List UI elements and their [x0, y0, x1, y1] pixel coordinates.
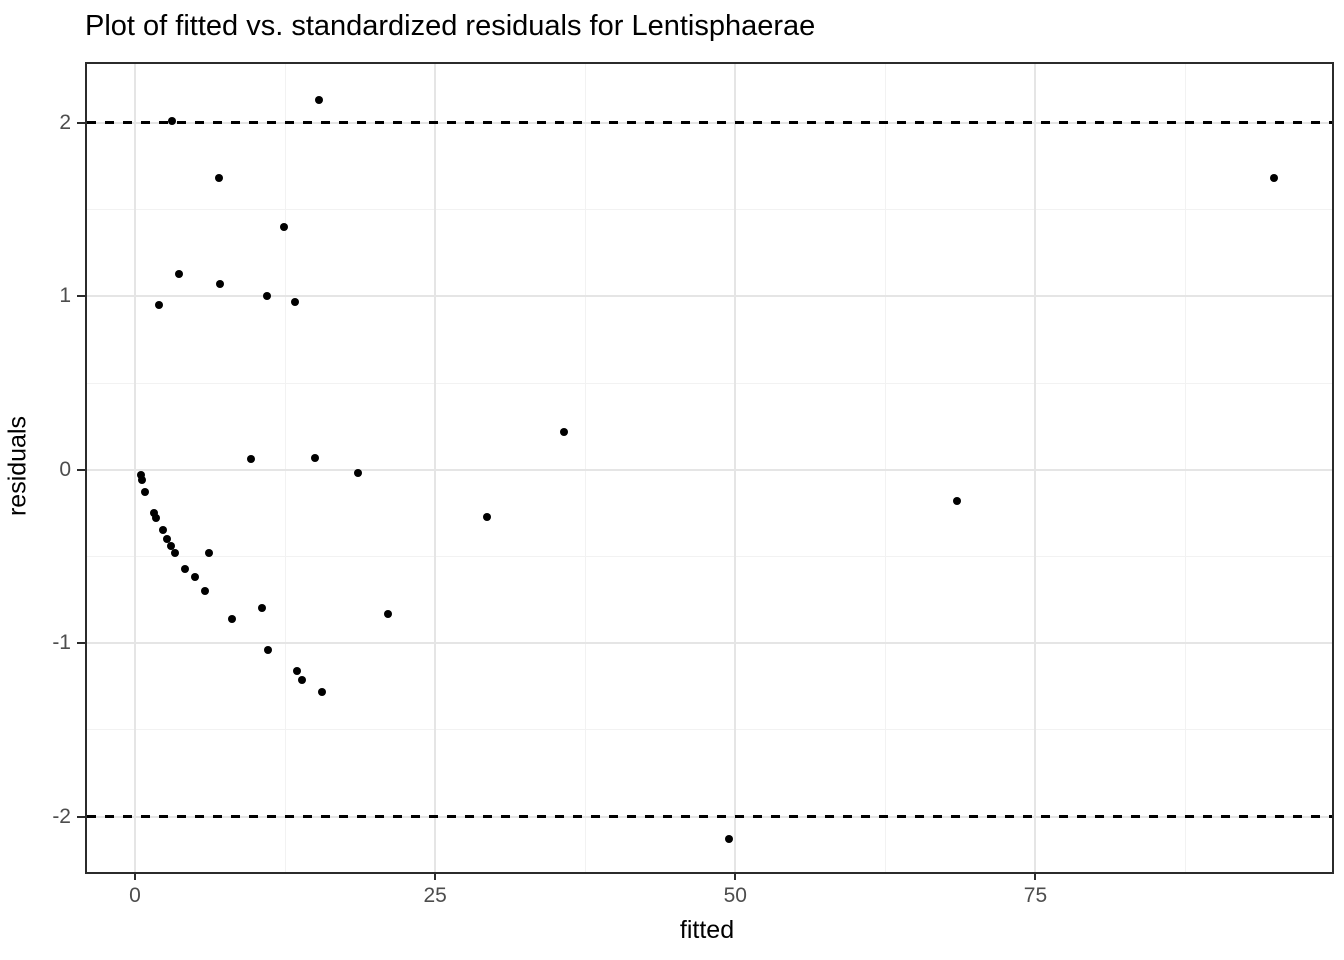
data-point — [137, 470, 146, 479]
x-major-gridline — [734, 64, 737, 872]
y-axis-tick — [77, 468, 85, 471]
x-tick-label: 0 — [129, 884, 141, 907]
data-point — [318, 687, 327, 696]
data-point — [149, 509, 158, 518]
y-minor-gridline — [87, 209, 1332, 211]
data-point — [152, 514, 161, 523]
data-point — [216, 280, 225, 289]
reference-line-dashed — [87, 815, 1332, 818]
x-minor-gridline — [284, 64, 286, 872]
x-axis-tick — [434, 872, 437, 880]
data-point — [162, 535, 171, 544]
data-point — [263, 292, 272, 301]
data-point — [140, 488, 149, 497]
data-point — [205, 548, 214, 557]
data-point — [314, 96, 323, 105]
x-minor-gridline — [584, 64, 586, 872]
y-axis-tick — [77, 815, 85, 818]
y-axis-tick — [77, 642, 85, 645]
data-point — [297, 675, 306, 684]
plot-panel — [85, 62, 1334, 874]
y-major-gridline — [87, 295, 1332, 298]
data-point — [953, 496, 962, 505]
data-point — [175, 269, 184, 278]
y-tick-label: 0 — [59, 457, 71, 481]
data-point — [725, 835, 734, 844]
data-point — [247, 455, 256, 464]
data-point — [1270, 174, 1279, 183]
data-point — [167, 542, 176, 551]
data-point — [279, 222, 288, 231]
x-axis-tick — [134, 872, 137, 880]
chart-title: Plot of fitted vs. standardized residual… — [85, 10, 816, 42]
data-point — [293, 666, 302, 675]
x-axis-tick — [734, 872, 737, 880]
data-point — [170, 548, 179, 557]
x-tick-label: 75 — [1023, 884, 1048, 907]
x-minor-gridline — [884, 64, 886, 872]
data-point — [168, 117, 177, 126]
y-major-gridline — [87, 468, 1332, 471]
x-minor-gridline — [1185, 64, 1187, 872]
x-axis-tick — [1034, 872, 1037, 880]
data-point — [155, 301, 164, 309]
data-point — [264, 646, 273, 655]
data-point — [200, 587, 209, 596]
x-axis-title: fitted — [679, 916, 735, 944]
x-major-gridline — [134, 64, 137, 872]
x-tick-label: 25 — [423, 884, 447, 907]
data-point — [191, 573, 200, 582]
data-point — [311, 453, 320, 462]
reference-line-dashed — [87, 121, 1332, 125]
x-major-gridline — [434, 64, 437, 872]
data-point — [258, 604, 267, 613]
data-point — [158, 526, 167, 535]
data-point — [215, 174, 224, 183]
y-tick-label: 1 — [59, 284, 71, 308]
y-major-gridline — [87, 642, 1332, 645]
data-point — [559, 427, 568, 436]
data-point — [228, 614, 237, 623]
x-tick-label: 50 — [723, 884, 747, 907]
y-axis-tick — [77, 295, 85, 298]
y-minor-gridline — [87, 555, 1332, 557]
y-axis-title: residuals — [3, 415, 32, 517]
data-point — [138, 476, 147, 485]
y-tick-label: -2 — [52, 804, 71, 828]
y-tick-label: 2 — [59, 110, 71, 134]
x-major-gridline — [1034, 64, 1037, 872]
data-point — [290, 297, 299, 306]
data-point — [482, 512, 491, 521]
y-minor-gridline — [87, 382, 1332, 384]
y-tick-label: -1 — [52, 631, 71, 655]
data-point — [384, 609, 393, 618]
data-point — [354, 469, 363, 478]
y-axis-tick — [77, 121, 85, 124]
data-point — [181, 564, 190, 573]
y-minor-gridline — [87, 729, 1332, 731]
